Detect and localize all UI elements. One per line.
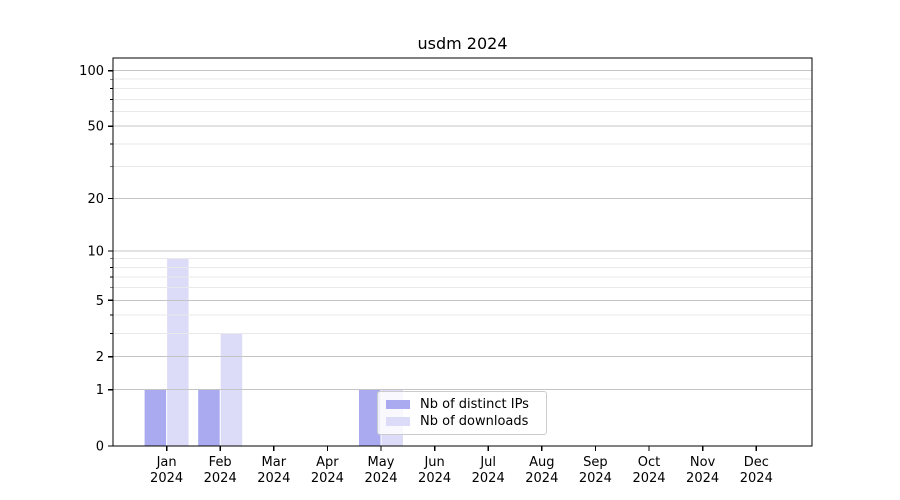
x-tick-label-month: Jan bbox=[156, 455, 177, 470]
x-tick-label-month: Nov bbox=[690, 455, 716, 470]
x-tick-label-year: 2024 bbox=[150, 471, 183, 486]
y-tick-label: 0 bbox=[96, 440, 104, 455]
plot-frame bbox=[112, 57, 813, 447]
x-tick-label-year: 2024 bbox=[257, 471, 290, 486]
bar-distinct-ips bbox=[198, 389, 220, 446]
chart-title: usdm 2024 bbox=[417, 34, 508, 53]
x-tick-label-year: 2024 bbox=[579, 471, 612, 486]
grid-layer bbox=[113, 70, 812, 391]
x-tick-label-month: Dec bbox=[744, 455, 769, 470]
x-tick-label-year: 2024 bbox=[418, 471, 451, 486]
legend-swatch-distinct-ips bbox=[386, 400, 410, 409]
legend: Nb of distinct IPs Nb of downloads bbox=[377, 391, 547, 435]
x-tick-label-month: Apr bbox=[316, 455, 339, 470]
x-tick-label-month: Jul bbox=[479, 455, 496, 470]
x-tick-label-year: 2024 bbox=[632, 471, 665, 486]
x-tick-label-month: Oct bbox=[638, 455, 660, 470]
y-tick-label: 50 bbox=[87, 120, 104, 135]
y-tick-label: 100 bbox=[79, 64, 104, 79]
bar-distinct-ips bbox=[144, 389, 167, 446]
x-tick-label-year: 2024 bbox=[740, 471, 773, 486]
bar-downloads bbox=[167, 258, 189, 446]
x-tick-label-year: 2024 bbox=[204, 471, 237, 486]
x-tick-label-year: 2024 bbox=[472, 471, 505, 486]
y-tick-label: 10 bbox=[87, 245, 104, 260]
tick-label-layer: 0125102050100Jan2024Feb2024Mar2024Apr202… bbox=[79, 64, 773, 486]
x-tick-label-month: Sep bbox=[583, 455, 608, 470]
bar-distinct-ips bbox=[359, 389, 381, 446]
y-tick-label: 1 bbox=[96, 383, 104, 398]
legend-item-distinct-ips: Nb of distinct IPs bbox=[386, 396, 538, 413]
x-tick-label-year: 2024 bbox=[311, 471, 344, 486]
bars-layer bbox=[144, 258, 403, 446]
x-tick-label-month: Jun bbox=[423, 455, 444, 470]
x-tick-label-year: 2024 bbox=[525, 471, 558, 486]
x-tick-label-year: 2024 bbox=[364, 471, 397, 486]
legend-label-distinct-ips: Nb of distinct IPs bbox=[420, 397, 529, 412]
x-tick-label-month: Aug bbox=[529, 455, 554, 470]
legend-item-downloads: Nb of downloads bbox=[386, 413, 538, 430]
legend-label-downloads: Nb of downloads bbox=[420, 414, 529, 429]
y-tick-label: 2 bbox=[96, 350, 104, 365]
x-tick-label-month: Mar bbox=[262, 455, 287, 470]
y-tick-label: 5 bbox=[96, 294, 104, 309]
axis-layer bbox=[108, 57, 813, 451]
x-tick-label-month: Feb bbox=[209, 455, 232, 470]
y-tick-label: 20 bbox=[87, 192, 104, 207]
x-tick-label-year: 2024 bbox=[686, 471, 719, 486]
x-tick-label-month: May bbox=[368, 455, 395, 470]
legend-swatch-downloads bbox=[386, 417, 410, 426]
